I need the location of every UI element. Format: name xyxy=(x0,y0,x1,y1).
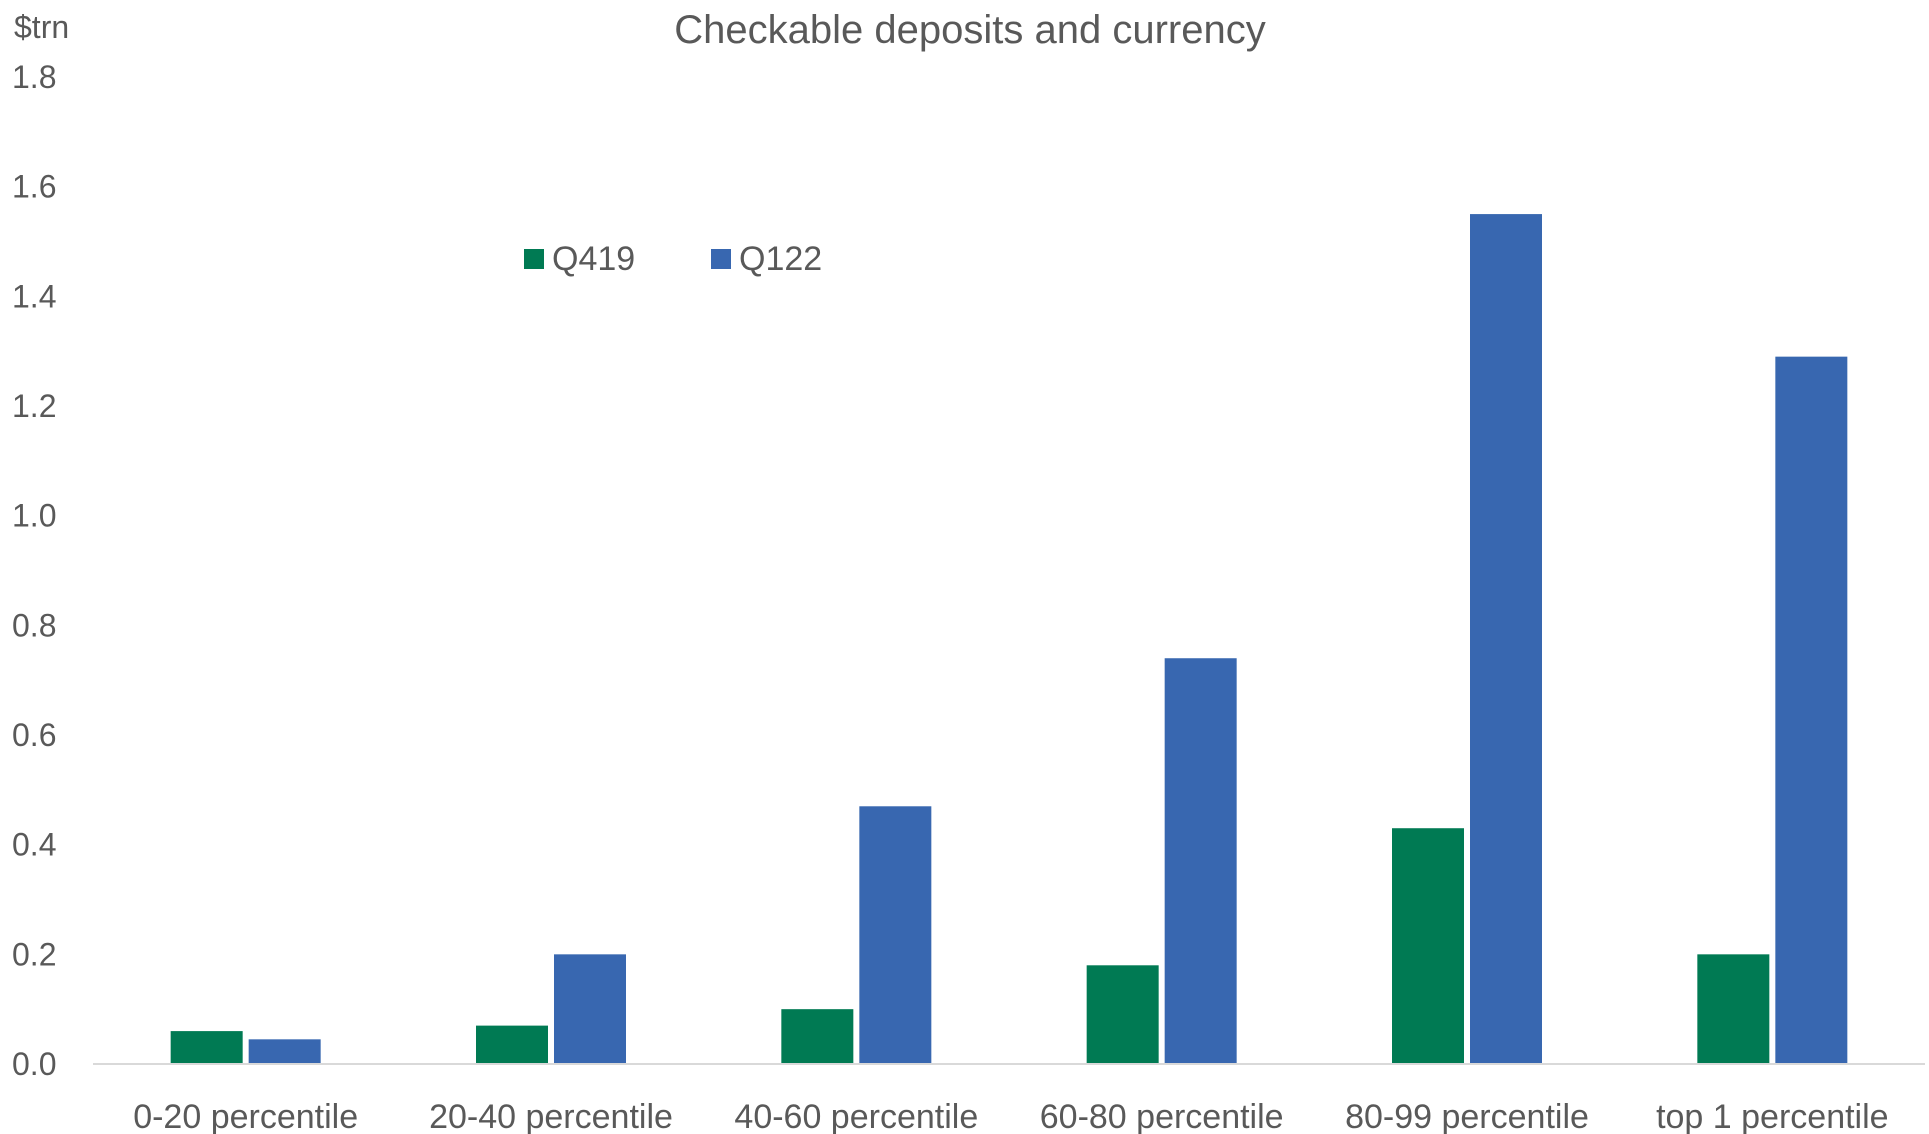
bar-q419-2 xyxy=(781,1009,854,1064)
y-tick-label: 1.8 xyxy=(12,59,56,95)
y-tick-label: 0.2 xyxy=(12,936,56,972)
x-category-label: 40-60 percentile xyxy=(734,1098,978,1134)
y-axis-ticks: 0.0 0.2 0.4 0.6 0.8 1.0 1.2 1.4 1.6 1.8 xyxy=(12,59,56,1082)
legend-swatch-q419 xyxy=(524,249,544,269)
bar-q419-0 xyxy=(170,1031,243,1064)
bar-q122-2 xyxy=(859,806,932,1064)
y-tick-label: 0.8 xyxy=(12,607,56,643)
legend-label-q122: Q122 xyxy=(739,240,822,278)
bar-q122-0 xyxy=(248,1039,321,1064)
bar-q419-5 xyxy=(1697,954,1770,1064)
bar-q122-5 xyxy=(1775,356,1848,1064)
chart-title: Checkable deposits and currency xyxy=(674,8,1265,52)
bar-q419-4 xyxy=(1392,828,1464,1064)
bar-q122-1 xyxy=(554,954,626,1064)
x-category-label: 0-20 percentile xyxy=(133,1098,358,1134)
legend-swatch-q122 xyxy=(711,249,731,269)
y-tick-label: 1.6 xyxy=(12,169,56,205)
legend: Q419 Q122 xyxy=(524,240,822,278)
bar-q122-3 xyxy=(1164,658,1237,1064)
x-category-label: 20-40 percentile xyxy=(429,1098,673,1134)
x-axis-categories: 0-20 percentile 20-40 percentile 40-60 per… xyxy=(133,1098,1888,1134)
legend-label-q419: Q419 xyxy=(552,240,635,278)
x-category-label: 60-80 percentile xyxy=(1040,1098,1284,1134)
y-tick-label: 0.6 xyxy=(12,717,56,753)
y-tick-label: 1.0 xyxy=(12,498,56,534)
x-category-label: 80-99 percentile xyxy=(1345,1098,1589,1134)
y-tick-label: 0.4 xyxy=(12,827,56,863)
y-tick-label: 0.0 xyxy=(12,1046,56,1082)
y-tick-label: 1.2 xyxy=(12,388,56,424)
x-category-label: top 1 percentile xyxy=(1656,1098,1889,1134)
bar-q122-4 xyxy=(1470,214,1542,1065)
y-tick-label: 1.4 xyxy=(12,278,56,314)
y-axis-unit: $trn xyxy=(14,9,69,45)
bar-q419-1 xyxy=(476,1025,548,1064)
bars xyxy=(170,214,1848,1065)
bar-q419-3 xyxy=(1086,965,1159,1064)
